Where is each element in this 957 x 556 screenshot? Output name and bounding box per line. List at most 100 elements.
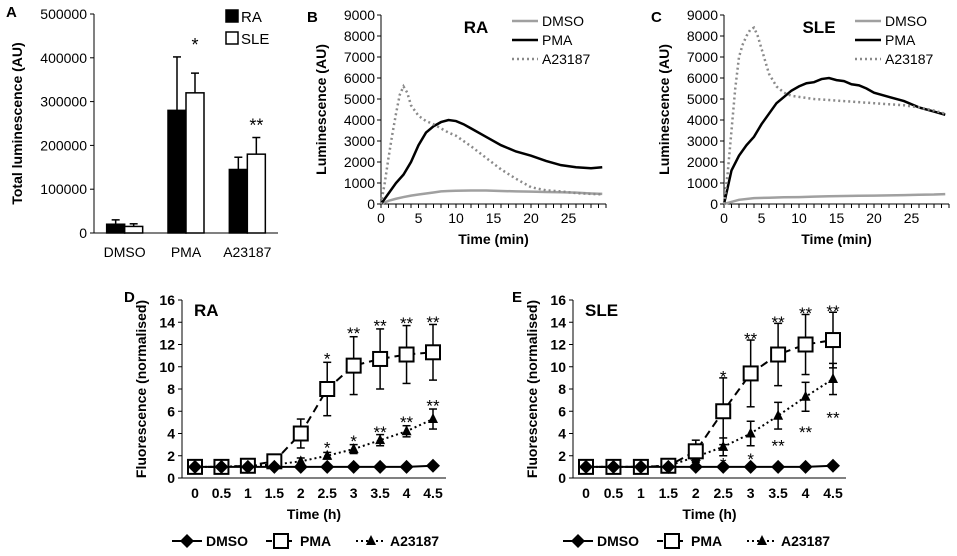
x-tick-label: 0 <box>720 210 728 226</box>
legend-label: A23187 <box>781 533 830 549</box>
y-tick-label: 400000 <box>40 50 87 66</box>
bar-sle-dmso <box>123 225 144 234</box>
x-tick-label: 20 <box>523 210 539 226</box>
marker-a23187 <box>322 449 333 460</box>
marker-dmso <box>214 459 229 474</box>
y-tick-label: 6000 <box>687 70 718 86</box>
legend-marker <box>366 535 376 545</box>
legend-swatch <box>225 31 239 45</box>
bar-sle-pma <box>185 92 205 234</box>
x-tick-label: 20 <box>866 210 882 226</box>
chart-title: SLE <box>585 301 618 320</box>
y-tick-label: 16 <box>159 292 175 308</box>
panel-letter-c: C <box>651 9 662 26</box>
chart-title: RA <box>464 18 489 37</box>
series-line-a23187 <box>195 418 434 468</box>
panel-letter-d: D <box>124 289 135 306</box>
marker-a23187 <box>773 409 784 420</box>
x-tick-label: 2.5 <box>317 485 337 501</box>
bar-sle-a23187 <box>246 153 267 234</box>
y-tick-label: 3000 <box>344 133 375 149</box>
marker-pma <box>742 365 759 382</box>
marker-dmso <box>633 459 648 474</box>
y-tick-label: 8 <box>558 381 566 397</box>
y-axis-title: Luminescence (AU) <box>656 44 672 175</box>
series-line-a23187 <box>586 378 834 468</box>
x-tick-label: 1 <box>244 485 252 501</box>
series-line-a23187 <box>722 25 946 205</box>
y-tick-label: 1000 <box>687 175 718 191</box>
marker-a23187 <box>401 425 412 436</box>
x-tick-label: 5 <box>415 210 423 226</box>
y-tick-label: 10 <box>550 359 566 375</box>
y-tick-label: 2 <box>558 448 566 464</box>
x-tick-label: 25 <box>561 210 577 226</box>
x-tick-label: 4.5 <box>823 485 843 501</box>
legend-label: PMA <box>885 32 916 48</box>
x-tick-label: 3 <box>747 485 755 501</box>
y-tick-label: 0 <box>710 196 718 212</box>
y-tick-label: 4 <box>558 426 566 442</box>
x-tick-label: 4 <box>403 485 411 501</box>
x-tick-label: 2 <box>297 485 305 501</box>
x-tick-label: 4.5 <box>423 485 443 501</box>
y-tick-label: 6 <box>167 403 175 419</box>
panel-e-line-chart: 0 0.5 1 1.5 2 2.5 3 3.5 4 4.5 0 2 4 6 8 10 12 14 16 Time (h… <box>524 292 846 549</box>
legend-label: A23187 <box>542 51 590 67</box>
x-tick-label: 4 <box>802 485 810 501</box>
marker-a23187 <box>828 372 838 383</box>
y-tick-label: 0 <box>167 470 175 486</box>
x-tick-label: 0 <box>582 485 590 501</box>
bar-ra-dmso <box>105 223 126 234</box>
x-axis-title: Time (min) <box>801 231 872 247</box>
marker-a23187 <box>800 390 811 401</box>
marker-pma <box>825 332 841 349</box>
y-axis-title: Total luminescence (AU) <box>9 42 25 204</box>
marker-dmso <box>373 459 388 474</box>
panel-c-line-chart: 0 5 10 15 20 25 0 1000 2000 3000 4000 5000 6000 7000 8… <box>656 7 950 247</box>
legend-label: SLE <box>241 31 269 48</box>
marker-dmso <box>579 459 593 474</box>
x-tick-label: 0.5 <box>604 485 624 501</box>
significance-marker: * <box>191 35 198 55</box>
marker-a23187 <box>718 440 729 451</box>
marker-pma <box>425 344 441 361</box>
y-tick-label: 7000 <box>344 49 375 65</box>
y-tick-label: 300000 <box>40 94 87 110</box>
panel-letter-a: A <box>6 4 17 21</box>
y-tick-label: 6 <box>558 403 566 419</box>
y-tick-label: 4000 <box>344 112 375 128</box>
marker-pma <box>372 350 389 367</box>
x-tick-label: 25 <box>904 210 920 226</box>
significance-marker: ** <box>826 302 840 321</box>
significance-marker: ** <box>826 409 840 428</box>
y-tick-label: 16 <box>550 292 566 308</box>
legend-marker <box>664 533 680 549</box>
significance-marker: * <box>747 450 754 469</box>
bar-ra-pma <box>167 109 187 234</box>
marker-dmso <box>688 459 703 474</box>
marker-dmso <box>426 458 440 473</box>
series-line-dmso <box>586 464 834 468</box>
y-axis-title: Fluorescence (normalised) <box>133 300 149 478</box>
significance-marker: * <box>324 439 331 458</box>
marker-dmso <box>771 459 786 474</box>
marker-dmso <box>661 459 676 474</box>
legend-label: DMSO <box>542 13 584 29</box>
legend-label: RA <box>241 9 262 26</box>
legend-label: PMA <box>691 533 722 549</box>
marker-pma <box>292 425 309 442</box>
x-tick-label: 2.5 <box>713 485 733 501</box>
y-tick-label: 1000 <box>344 175 375 191</box>
y-axis-title: Fluorescence (normalised) <box>524 300 540 478</box>
y-tick-label: 12 <box>550 337 566 353</box>
y-tick-label: 6000 <box>344 70 375 86</box>
series-line-dmso <box>380 189 603 206</box>
legend-marker <box>273 533 289 549</box>
x-tick-label: 0 <box>191 485 199 501</box>
x-tick-label: 0 <box>377 210 385 226</box>
legend-label: DMSO <box>885 13 927 29</box>
legend-swatch <box>225 9 239 23</box>
marker-dmso <box>320 459 335 474</box>
x-tick-label: A23187 <box>223 244 271 260</box>
